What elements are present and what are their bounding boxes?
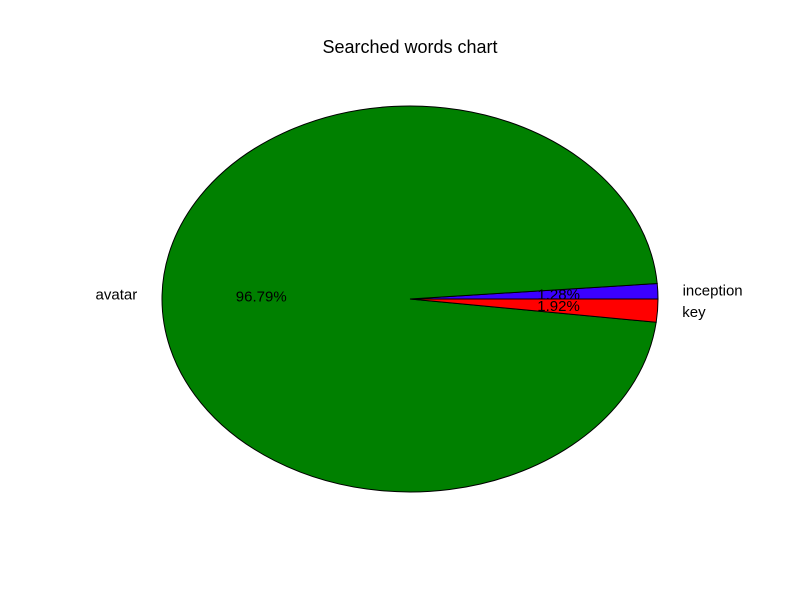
slice-label-key: key bbox=[682, 304, 706, 321]
pie-slice-key bbox=[409, 298, 659, 323]
chart-title: Searched words chart bbox=[322, 37, 497, 57]
slice-label-inception: inception bbox=[683, 282, 743, 299]
slice-label-avatar: avatar bbox=[96, 287, 138, 304]
pie-slices bbox=[161, 105, 659, 493]
pie-labels: inception 1.28% avatar 96.79% key 1.92% bbox=[96, 282, 743, 320]
slice-percent-key: 1.92% bbox=[537, 298, 580, 315]
pie-slice-avatar bbox=[161, 105, 658, 493]
slice-percent-inception: 1.28% bbox=[537, 286, 580, 303]
slice-percent-avatar: 96.79% bbox=[236, 289, 287, 306]
